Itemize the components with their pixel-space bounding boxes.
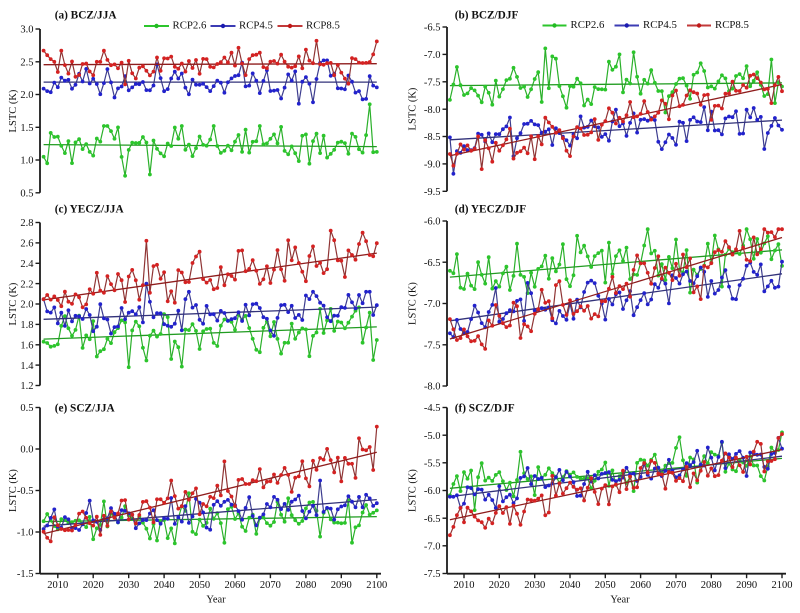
svg-text:-4.5: -4.5 — [424, 403, 441, 414]
svg-text:2090: 2090 — [736, 580, 757, 591]
svg-text:(c) YECZ/JJA: (c) YECZ/JJA — [55, 204, 125, 216]
svg-text:(b) BCZ/DJF: (b) BCZ/DJF — [455, 9, 519, 21]
svg-text:-7.5: -7.5 — [424, 340, 441, 351]
svg-text:1.5: 1.5 — [20, 123, 33, 134]
svg-text:0.5: 0.5 — [20, 403, 33, 414]
svg-text:LSTC (K): LSTC (K) — [8, 282, 19, 325]
svg-text:2010: 2010 — [47, 580, 68, 591]
svg-text:Year: Year — [610, 594, 630, 605]
svg-text:1.8: 1.8 — [20, 320, 33, 331]
svg-text:RCP8.5: RCP8.5 — [715, 19, 749, 31]
svg-text:-7.5: -7.5 — [424, 569, 441, 580]
svg-text:(d) YECZ/DJF: (d) YECZ/DJF — [455, 204, 527, 216]
svg-text:0.5: 0.5 — [20, 189, 33, 200]
svg-text:-9.0: -9.0 — [424, 160, 441, 171]
svg-text:2080: 2080 — [701, 580, 722, 591]
svg-text:RCP2.6: RCP2.6 — [173, 20, 208, 32]
svg-text:2050: 2050 — [595, 580, 616, 591]
svg-text:(f) SCZ/DJF: (f) SCZ/DJF — [455, 403, 515, 415]
svg-text:LSTC (K): LSTC (K) — [8, 89, 19, 132]
svg-text:2.5: 2.5 — [20, 58, 33, 69]
svg-text:2020: 2020 — [83, 580, 104, 591]
svg-text:2.4: 2.4 — [20, 259, 34, 270]
svg-text:2100: 2100 — [772, 580, 793, 591]
svg-text:RCP4.5: RCP4.5 — [239, 20, 273, 32]
svg-text:2040: 2040 — [154, 580, 175, 591]
svg-text:-6.0: -6.0 — [424, 217, 441, 228]
svg-text:2.6: 2.6 — [20, 239, 33, 250]
svg-text:2070: 2070 — [260, 580, 281, 591]
svg-text:(a) BCZ/JJA: (a) BCZ/JJA — [55, 9, 118, 21]
svg-text:2090: 2090 — [331, 580, 352, 591]
svg-text:2100: 2100 — [366, 580, 387, 591]
svg-text:2020: 2020 — [489, 580, 510, 591]
svg-text:-0.5: -0.5 — [17, 486, 34, 497]
svg-text:3.0: 3.0 — [20, 25, 33, 36]
svg-text:RCP8.5: RCP8.5 — [306, 20, 340, 32]
svg-text:2.0: 2.0 — [20, 90, 33, 101]
svg-text:LSTC (K): LSTC (K) — [408, 469, 419, 512]
svg-text:2.2: 2.2 — [20, 279, 33, 290]
svg-text:-8.0: -8.0 — [424, 105, 441, 116]
svg-text:-6.5: -6.5 — [424, 514, 441, 525]
svg-text:1.2: 1.2 — [20, 381, 33, 392]
svg-text:2060: 2060 — [630, 580, 651, 591]
svg-text:-6.5: -6.5 — [424, 23, 441, 34]
svg-text:2030: 2030 — [524, 580, 545, 591]
svg-text:-1.5: -1.5 — [17, 569, 34, 580]
svg-text:LSTC (K): LSTC (K) — [408, 87, 419, 130]
svg-text:2010: 2010 — [454, 580, 475, 591]
svg-text:2030: 2030 — [118, 580, 139, 591]
svg-text:2070: 2070 — [666, 580, 687, 591]
svg-text:-5.0: -5.0 — [424, 431, 441, 442]
svg-text:LSTC (K): LSTC (K) — [408, 282, 419, 325]
svg-text:-6.5: -6.5 — [424, 258, 441, 269]
svg-text:-5.5: -5.5 — [424, 459, 441, 470]
svg-text:(e) SCZ/JJA: (e) SCZ/JJA — [55, 403, 116, 415]
svg-text:1.6: 1.6 — [20, 341, 33, 352]
svg-text:RCP2.6: RCP2.6 — [571, 19, 606, 31]
svg-text:Year: Year — [206, 594, 226, 605]
svg-text:2.8: 2.8 — [20, 218, 33, 229]
svg-text:-1.0: -1.0 — [17, 528, 34, 539]
svg-text:2050: 2050 — [189, 580, 210, 591]
svg-text:0.0: 0.0 — [20, 445, 33, 456]
svg-text:LSTC (K): LSTC (K) — [8, 469, 19, 512]
svg-text:1.4: 1.4 — [20, 361, 34, 372]
svg-text:-7.5: -7.5 — [424, 78, 441, 89]
svg-text:-8.5: -8.5 — [424, 132, 441, 143]
svg-text:2080: 2080 — [295, 580, 316, 591]
svg-text:-7.0: -7.0 — [424, 542, 441, 553]
svg-text:1.0: 1.0 — [20, 156, 33, 167]
svg-text:2.0: 2.0 — [20, 300, 33, 311]
svg-text:-7.0: -7.0 — [424, 299, 441, 310]
svg-text:RCP4.5: RCP4.5 — [643, 19, 677, 31]
svg-text:-8.0: -8.0 — [424, 382, 441, 393]
svg-text:-7.0: -7.0 — [424, 50, 441, 61]
svg-text:2040: 2040 — [560, 580, 581, 591]
svg-text:-6.0: -6.0 — [424, 486, 441, 497]
svg-text:-9.5: -9.5 — [424, 187, 441, 198]
svg-text:2060: 2060 — [225, 580, 246, 591]
